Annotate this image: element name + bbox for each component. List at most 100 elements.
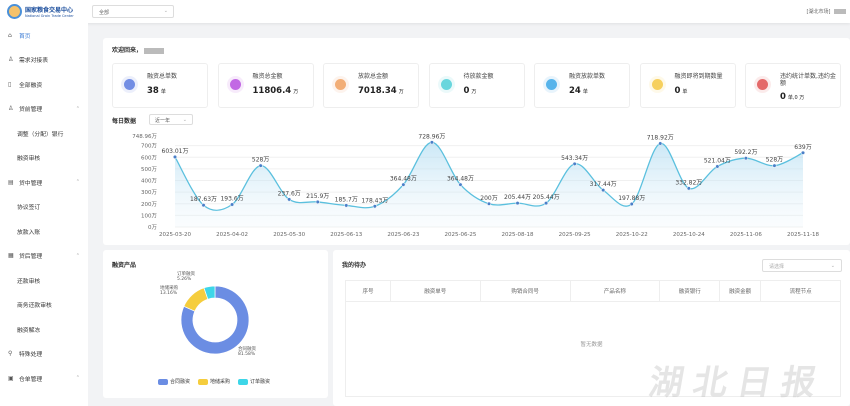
data-point[interactable] [230,202,235,207]
data-point[interactable] [629,201,634,207]
data-point[interactable] [344,203,349,208]
sidebar-item[interactable]: ▦ 贷后管理 ⌃ [0,244,88,269]
legend-item[interactable]: 地储采购 [198,378,230,385]
data-point[interactable] [258,163,263,168]
x-tick-label: 2025-04-02 [216,232,248,238]
sidebar-item[interactable]: ♙ 贷前管理 ⌃ [0,97,88,122]
pie-slice[interactable] [183,287,209,312]
todo-filter-select[interactable]: 请选择 ⌄ [762,259,842,272]
chevron-up-icon[interactable]: ⌃ [75,375,80,382]
slice-label: 13.16% [160,290,178,296]
stat-icon [546,79,557,90]
stat-icon [757,79,768,90]
sidebar-item[interactable]: 融资解冻 [0,317,88,342]
sidebar-item[interactable]: ▣ 仓单管理 ⌃ [0,366,88,391]
sidebar-item[interactable]: 融资审核 [0,146,88,171]
x-tick-label: 2025-06-23 [387,232,419,238]
data-point[interactable] [458,182,463,187]
sidebar-item[interactable]: ▯ 全部融资 [0,72,88,97]
column-header: 购销合同号 [479,280,571,302]
stat-unit: 单 [160,89,166,95]
user-info[interactable]: [湖北市场] [807,8,846,15]
sidebar-item-label: 放款入账 [17,229,41,236]
data-point[interactable] [772,163,777,168]
data-point[interactable] [429,140,434,145]
stat-value: 38 单 [147,86,166,96]
sidebar-item[interactable]: 放款入账 [0,219,88,244]
stat-icon [651,79,663,90]
data-point[interactable] [658,141,663,146]
data-point[interactable] [715,164,720,169]
org-select[interactable]: 全部 ⌄ [92,5,174,18]
data-point[interactable] [201,203,206,208]
data-label: 178.43万 [361,197,388,204]
stat-card: 违约统计单数,违约金额 0 单,0 万 [745,63,841,108]
logo[interactable]: 国家粮食交易中心 National Grain Trade Center [7,4,74,19]
sidebar-item[interactable]: 还款审核 [0,268,88,293]
data-label: 592.2万 [734,149,757,156]
sidebar-item[interactable]: ⚲ 特殊处理 [0,342,88,367]
chevron-up-icon[interactable]: ⌃ [75,105,80,112]
data-point[interactable] [686,186,691,191]
legend-label: 订单融资 [250,379,271,385]
org-select-value: 全部 [99,10,110,16]
legend-item[interactable]: 订单融资 [238,378,270,385]
data-point[interactable] [515,201,520,206]
sidebar-item-label: 仓单管理 [19,376,43,383]
range-select[interactable]: 近一年 ⌄ [149,114,193,125]
data-point[interactable] [287,197,292,202]
sidebar-item[interactable]: 调整（分配）银行 [0,121,88,146]
data-point[interactable] [486,201,492,206]
table-body [345,301,841,397]
slice-label: 5.26% [177,276,192,282]
stat-unit: 万 [398,89,404,95]
data-point[interactable] [572,161,577,166]
stat-label: 违约统计单数,违约金额 [780,73,836,87]
home-icon: ⌂ [8,31,12,39]
pie-slice[interactable] [180,285,250,355]
sidebar-item-label: 贷后管理 [19,254,43,261]
data-point[interactable] [544,201,549,206]
y-tick-label: 400万 [141,178,157,185]
watermark-logo: 湖北日报 [645,363,829,403]
pie-slice[interactable] [203,285,216,300]
sidebar-item-label: 全部融资 [19,82,43,89]
chevron-up-icon[interactable]: ⌃ [75,179,80,186]
stat-card: 融资总金额 11806.4 万 [217,63,314,108]
sidebar-item[interactable]: ▤ 贷中管理 ⌃ [0,170,88,195]
sidebar-item[interactable]: ♙ 需求对接表 [0,48,88,73]
data-label: 332.82万 [675,179,702,186]
stat-number: 7018.34 [358,86,397,96]
data-point[interactable] [172,154,178,160]
data-point[interactable] [601,188,606,193]
chevron-up-icon[interactable]: ⌃ [75,252,80,259]
slice-name: 合同融资 [238,345,256,352]
x-tick-label: 2025-05-30 [273,232,305,238]
data-point[interactable] [800,150,806,155]
stat-label: 融资总单数 [147,73,178,80]
legend-item[interactable]: 合同融资 [158,378,190,385]
stat-unit: 单,0 万 [787,95,805,101]
sidebar-item[interactable]: 商务还款审核 [0,293,88,318]
stat-icon [440,79,452,90]
data-point[interactable] [743,156,748,161]
data-label: 193.6万 [220,196,243,203]
user-icon: ♙ [8,105,14,113]
data-point[interactable] [401,182,406,187]
sidebar-item-label: 调整（分配）银行 [17,131,64,138]
sidebar-item[interactable]: 协议签订 [0,195,88,220]
logo-title: 国家粮食交易中心 [25,7,74,14]
stat-card: 融资总单数 38 单 [112,63,208,108]
x-tick-label: 2025-06-25 [444,232,476,238]
sidebar-item-label: 融资审核 [17,156,41,163]
data-point[interactable] [372,204,377,209]
x-tick-label: 2025-10-22 [616,232,648,238]
sidebar-item-label: 贷前管理 [19,107,43,114]
data-point[interactable] [315,199,320,204]
data-label: 718.92万 [647,134,674,141]
y-tick-label: 300万 [141,189,157,196]
sidebar-item[interactable]: ⌂ 首页 [0,23,88,48]
legend-label: 合同融资 [170,379,191,385]
chevron-down-icon: ⌄ [163,8,168,14]
